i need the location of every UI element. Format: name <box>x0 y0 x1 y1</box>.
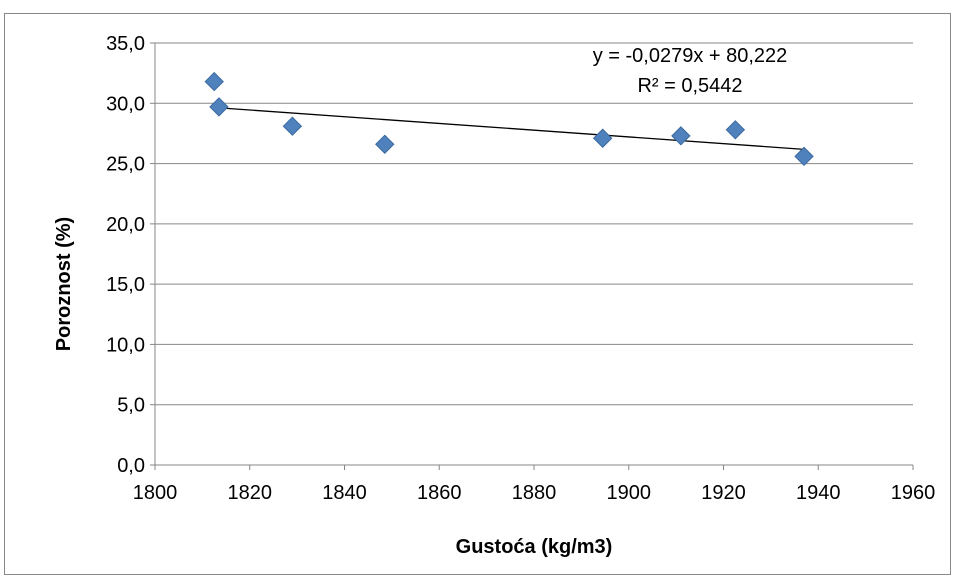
data-point-marker <box>204 71 224 92</box>
trendline-equation: y = -0,0279x + 80,222 <box>593 45 788 67</box>
y-tick-label: 25,0 <box>106 154 145 176</box>
y-tick-label: 15,0 <box>106 274 145 296</box>
y-tick-label: 5,0 <box>117 395 145 417</box>
y-tick-label: 20,0 <box>106 214 145 236</box>
x-tick-label: 1920 <box>701 482 746 504</box>
data-point-marker <box>375 134 395 154</box>
data-point-marker <box>794 146 814 167</box>
x-tick-label: 1940 <box>796 482 841 504</box>
y-tick-label: 30,0 <box>106 93 145 115</box>
data-point-marker <box>282 116 303 136</box>
y-axis-title: Poroznost (%) <box>53 217 75 351</box>
chart-frame <box>4 13 951 575</box>
x-tick-label: 1900 <box>607 482 652 504</box>
data-point-marker <box>209 97 229 117</box>
x-tick-label: 1820 <box>228 482 273 504</box>
trendline <box>214 106 805 150</box>
x-tick-label: 1860 <box>417 482 462 504</box>
x-tick-label: 1880 <box>512 482 557 504</box>
x-tick-label: 1840 <box>322 482 367 504</box>
data-point-marker <box>671 126 691 146</box>
y-tick-label: 10,0 <box>106 334 145 356</box>
trendline-r-squared: R² = 0,5442 <box>637 75 742 97</box>
x-axis-title: Gustoća (kg/m3) <box>456 536 613 558</box>
x-tick-label: 1960 <box>891 482 936 504</box>
data-point-marker <box>592 128 613 148</box>
y-tick-label: 35,0 <box>106 33 145 55</box>
data-point-marker <box>725 120 746 140</box>
x-tick-label: 1800 <box>133 482 178 504</box>
y-tick-label: 0,0 <box>117 455 145 477</box>
